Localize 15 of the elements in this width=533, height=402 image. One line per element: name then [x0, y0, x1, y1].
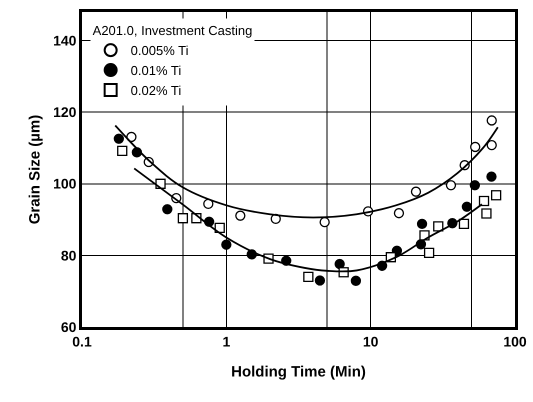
y-tick-label: 100: [53, 176, 77, 192]
x-tick-label: 1: [222, 334, 230, 350]
y-tick-label: 60: [60, 318, 77, 335]
legend-label: 0.02% Ti: [130, 83, 182, 98]
x-tick-label: 10: [362, 334, 379, 350]
legend-label: 0.01% Ti: [130, 63, 182, 78]
y-tick-label: 120: [53, 104, 77, 120]
x-tick-label: 100: [503, 334, 527, 350]
x-axis-title: Holding Time (Min): [231, 364, 366, 381]
legend-title: A201.0, Investment Casting: [92, 23, 252, 38]
y-tick-label: 80: [60, 247, 77, 264]
y-tick-label: 140: [53, 32, 77, 49]
x-tick-label: 0.1: [72, 334, 92, 350]
y-axis-title: Grain Size (µm): [26, 114, 44, 224]
legend-label: 0.005% Ti: [130, 43, 189, 58]
